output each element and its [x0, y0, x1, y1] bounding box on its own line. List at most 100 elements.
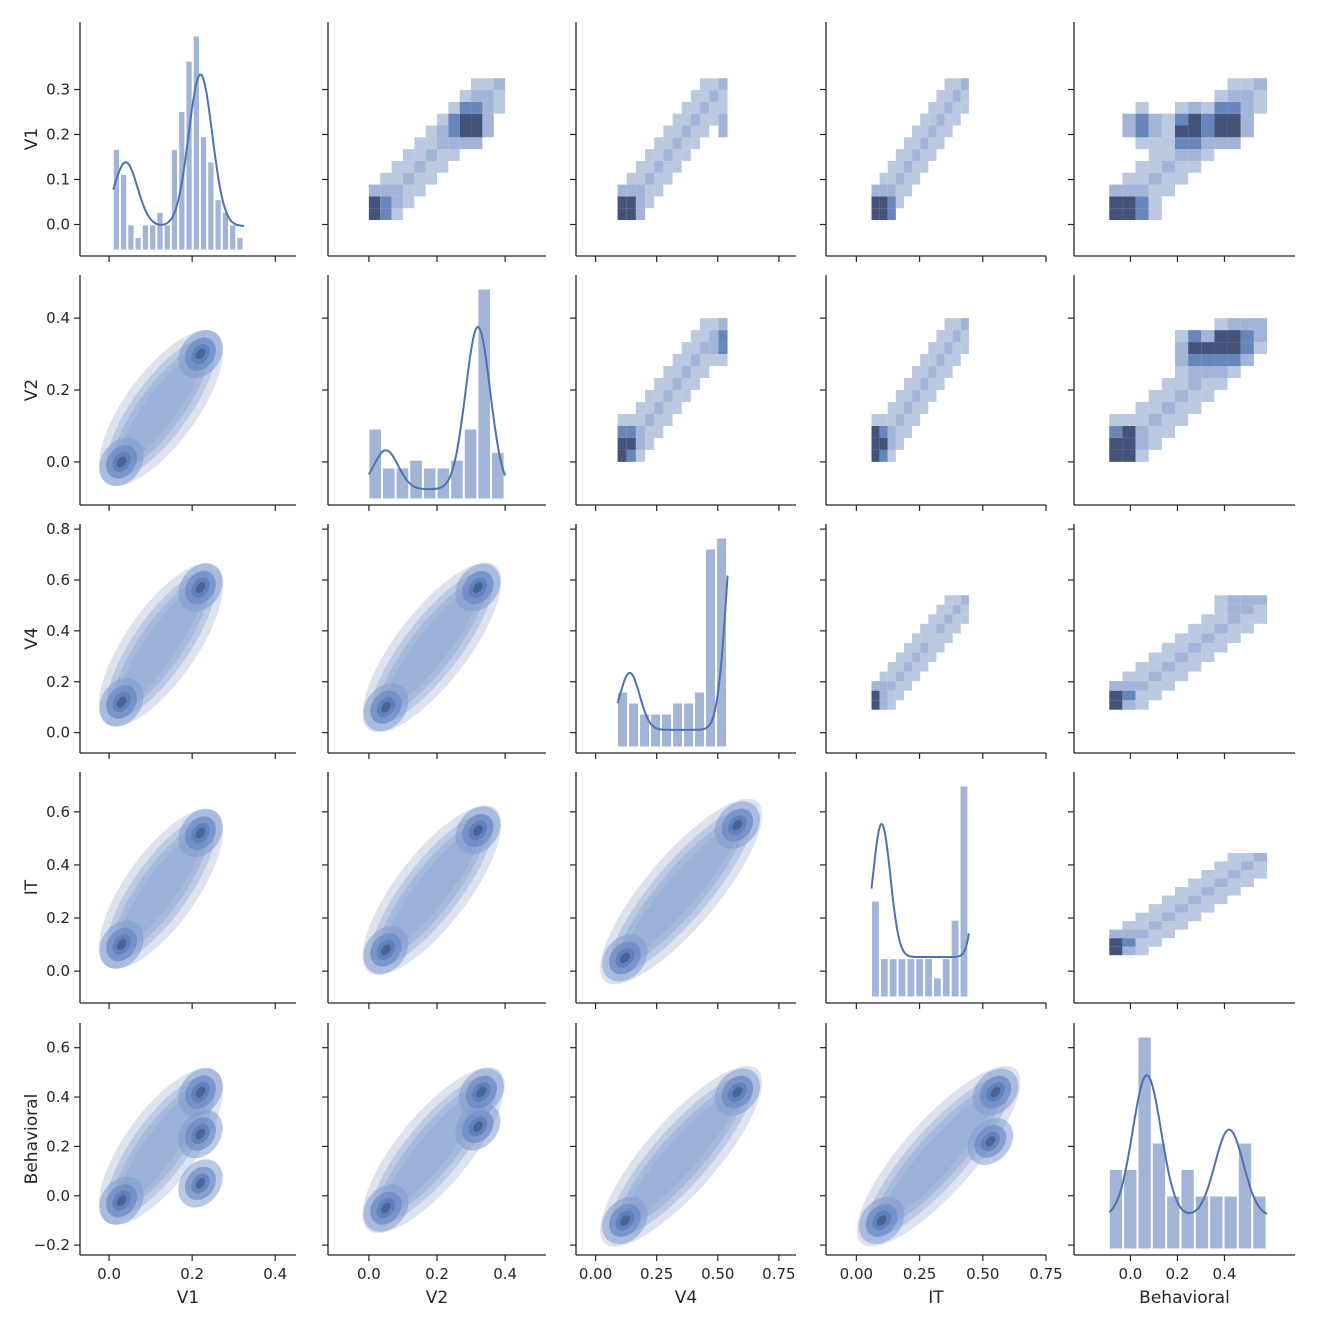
hist-bar [156, 211, 164, 251]
kde-curve [112, 73, 245, 227]
hist2d-cell [936, 604, 945, 615]
hist2d-cell [895, 652, 904, 663]
hist2d-cell [903, 662, 913, 672]
hist2d-cell [1161, 895, 1175, 905]
hist2d-cell [1174, 149, 1189, 161]
hist2d-cell [437, 125, 449, 138]
hist2d-cell [1201, 137, 1215, 150]
hist2d-cell [1227, 354, 1241, 367]
hist2d-cell [1188, 113, 1202, 126]
hist2d-cell [944, 604, 953, 615]
hist2d-cell [1188, 652, 1202, 663]
hist2d-cell [482, 113, 494, 126]
hist2d-cell [912, 401, 921, 414]
hist2d-cell [928, 125, 937, 138]
hist-bar [436, 467, 451, 500]
hist2d-cell [1174, 125, 1189, 138]
hist2d-cell [1227, 595, 1241, 605]
hist2d-cell [663, 137, 673, 150]
hist2d-cell [1188, 904, 1202, 913]
hist2d-cell [645, 437, 655, 450]
hist2d-cell [1161, 642, 1175, 653]
hist2d-cell [635, 160, 646, 173]
panel-V1-vs-V2 [322, 22, 546, 262]
hist2d-cell [471, 101, 483, 114]
hist2d-cell [672, 113, 682, 126]
hist2d-cell [871, 196, 880, 209]
hist2d-cell [887, 172, 896, 185]
hist-bar [1108, 1169, 1124, 1250]
hist2d-cell [887, 401, 896, 414]
hist2d-cell [718, 330, 728, 343]
hist2d-cell [1227, 861, 1241, 871]
hist2d-cell [1148, 929, 1162, 939]
hist2d-cell [928, 137, 937, 150]
hist2d-cell [690, 330, 701, 343]
hist2d-cell [952, 354, 961, 367]
hist2d-cell [944, 614, 953, 624]
hist2d-cell [493, 90, 506, 102]
hist2d-cell [912, 633, 921, 643]
hist2d-cell [1174, 101, 1189, 114]
hist2d-cell [1201, 623, 1215, 634]
hist2d-cell [617, 413, 627, 426]
hist2d-cell [672, 149, 682, 161]
hist2d-cell [1161, 662, 1175, 672]
panel-V1-vs-V4 [570, 22, 796, 262]
hist2d-cell [1148, 681, 1162, 691]
hist2d-cell [1174, 887, 1189, 896]
hist-bar [924, 958, 933, 998]
y-tick-label: 0.2 [46, 126, 70, 144]
hist2d-cell [1109, 208, 1123, 220]
hist2d-cell [1109, 938, 1123, 947]
hist2d-cell [895, 184, 904, 197]
hist2d-cell [425, 125, 437, 138]
hist2d-cell [936, 633, 945, 643]
hist2d-cell [681, 390, 691, 402]
hist2d-cell [936, 366, 945, 379]
hist2d-cell [928, 614, 937, 624]
hist2d-cell [1253, 78, 1268, 91]
hist2d-cell [1227, 623, 1241, 634]
hist-bar [491, 451, 505, 500]
x-tick-label: 0.2 [425, 1265, 449, 1283]
panel-V2-vs-IT [820, 275, 1047, 511]
hist2d-cell [1148, 652, 1162, 663]
hist-bar [422, 467, 437, 500]
hist2d-cell [1161, 184, 1175, 197]
hist2d-cell [681, 378, 691, 390]
hist2d-cell [871, 681, 880, 691]
hist-bar [617, 691, 629, 748]
hist2d-cell [936, 342, 945, 355]
hist2d-cell [944, 330, 953, 343]
hist2d-cell [1174, 642, 1189, 653]
hist2d-cell [903, 401, 913, 414]
hist2d-cell [952, 614, 961, 624]
hist2d-cell [482, 78, 494, 91]
hist2d-cell [690, 378, 701, 390]
hist2d-cell [887, 208, 896, 220]
hist2d-cell [718, 354, 728, 367]
hist2d-cell [1135, 196, 1149, 209]
hist2d-cell [895, 172, 904, 185]
hist2d-cell [1214, 614, 1228, 624]
hist2d-cell [1253, 861, 1268, 871]
hist2d-cell [402, 149, 415, 161]
hist2d-cell [635, 449, 646, 462]
hist2d-cell [1161, 390, 1175, 402]
hist2d-cell [1122, 208, 1136, 220]
hist2d-cell [1148, 113, 1162, 126]
kde-core [381, 701, 391, 713]
hist2d-cell [1214, 90, 1228, 102]
hist2d-cell [1201, 342, 1215, 355]
y-axis-label: IT [22, 879, 42, 895]
hist2d-cell [626, 425, 636, 438]
hist-bar [959, 785, 969, 998]
hist2d-cell [887, 437, 896, 450]
hist2d-cell [709, 318, 719, 331]
hist2d-cell [626, 413, 636, 426]
kde-curve [616, 575, 729, 731]
hist-bar [163, 224, 171, 251]
hist2d-cell [1214, 354, 1228, 367]
kde-contour [385, 1092, 482, 1208]
